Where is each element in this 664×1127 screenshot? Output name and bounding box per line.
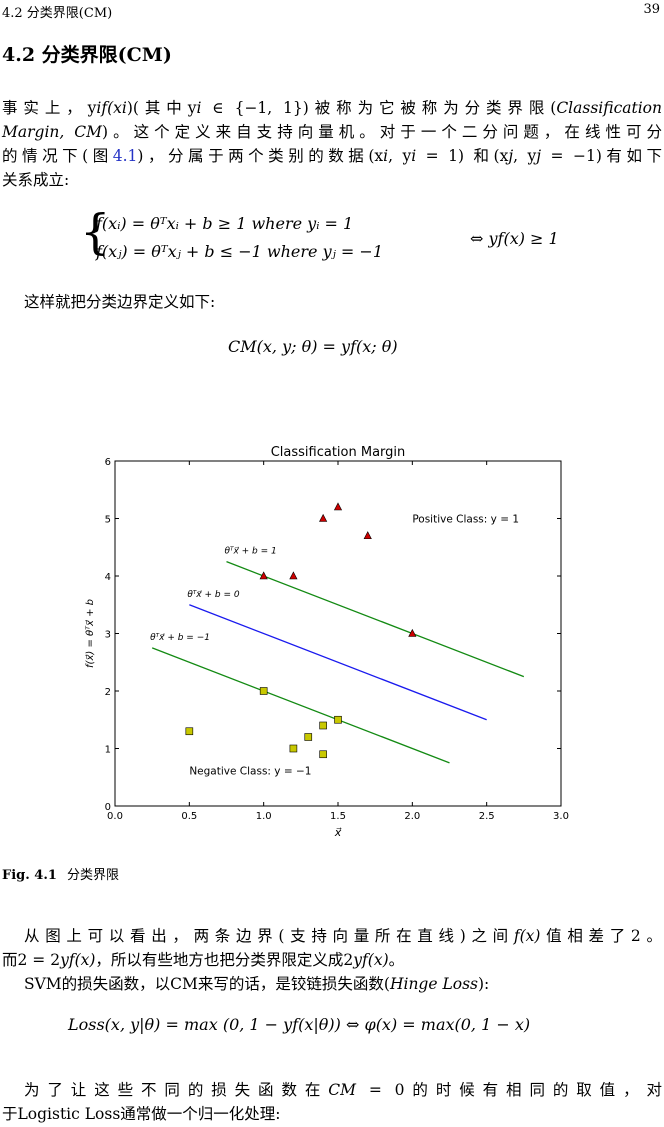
negative-point — [259, 687, 268, 695]
cm-definition-text: 这样就把分类边界定义如下: — [24, 293, 216, 311]
positive-point — [333, 502, 343, 511]
boundary-line-label: θᵀx⃗ + b = 0 — [187, 590, 240, 600]
negative-class-label: Negative Class: y = −1 — [189, 765, 311, 777]
negative-point — [334, 715, 342, 724]
y-tick-label: 1 — [105, 745, 111, 756]
positive-point — [319, 513, 328, 522]
x-tick-label: 0.0 — [107, 811, 123, 822]
y-tick-label: 0 — [105, 802, 111, 813]
x-tick-label: 0.5 — [181, 811, 197, 822]
normalization-paragraph: 为了让这些不同的损失函数在CM = 0的时候有相同的取值，对 于Logistic… — [2, 1081, 662, 1123]
y-tick-label: 2 — [105, 687, 111, 698]
loss-equation: Loss(x, y|θ) = max (0, 1 − yf(x|θ)) ⇔ φ(… — [68, 1015, 531, 1034]
positive-point — [289, 571, 298, 580]
x-tick-label: 1.5 — [330, 811, 346, 822]
boundary-line — [151, 647, 450, 764]
intro-paragraph: 事实上，yif(xi)(其中yi ∈ {−1, 1})被称为它被称为分类界限(C… — [2, 99, 663, 189]
negative-point — [289, 744, 298, 753]
equivalence-equation: ⇔ yf(x) ≥ 1 — [470, 229, 559, 248]
after-paragraph: 从图上可以看出，两条边界(支持向量所在直线)之间f(x)值相差了2。 而2 = … — [2, 927, 662, 993]
y-tick-label: 6 — [105, 457, 111, 468]
boundary-line-label: θᵀx⃗ + b = −1 — [150, 633, 210, 643]
negative-point — [319, 721, 327, 730]
figure-reference-link[interactable]: 4.1 — [112, 147, 138, 165]
chart-title: Classification Margin — [271, 445, 406, 460]
negative-point — [304, 733, 313, 741]
positive-point — [408, 628, 417, 637]
x-tick-label: 3.0 — [553, 811, 569, 822]
data-points — [185, 502, 417, 759]
negative-point — [319, 750, 327, 759]
chart-annotations: θᵀx⃗ + b = 1 θᵀx⃗ + b = 0 θᵀx⃗ + b = −1 Pos… — [150, 514, 519, 778]
positive-point — [363, 531, 372, 540]
x-axis-ticks: 0.0 0.5 1.0 1.5 2.0 2.5 3.0 — [107, 461, 569, 822]
cm-equation: CM(x, y; θ) = yf(x; θ) — [228, 337, 398, 356]
y-tick-label: 4 — [105, 572, 111, 583]
negative-point — [185, 727, 194, 736]
y-axis-label: f(x⃗) = θᵀx⃗ + b — [85, 599, 96, 668]
boundary-lines — [151, 561, 525, 764]
running-header: 4.2 分类界限(CM) — [2, 6, 113, 21]
boundary-line-label: θᵀx⃗ + b = 1 — [225, 547, 277, 557]
section-title: 4.2 分类界限(CM) — [2, 44, 172, 66]
boundary-line — [189, 604, 487, 721]
positive-point — [259, 571, 268, 580]
x-tick-label: 2.5 — [479, 811, 495, 822]
x-tick-label: 1.0 — [256, 811, 272, 822]
y-tick-label: 3 — [105, 630, 111, 641]
y-tick-label: 5 — [105, 515, 111, 526]
figure-caption: Fig. 4.1 分类界限 — [2, 868, 119, 883]
page-number: 39 — [643, 2, 660, 17]
classification-margin-chart: Classification Margin 0.0 0.5 1.0 1.5 2.0 2.5… — [85, 445, 569, 839]
positive-class-label: Positive Class: y = 1 — [412, 514, 519, 526]
boundary-line — [226, 561, 525, 678]
x-tick-label: 2.0 — [404, 811, 420, 822]
x-axis-label: x⃗ — [334, 826, 342, 839]
y-axis-ticks: 0 1 2 3 4 5 6 — [105, 457, 561, 813]
